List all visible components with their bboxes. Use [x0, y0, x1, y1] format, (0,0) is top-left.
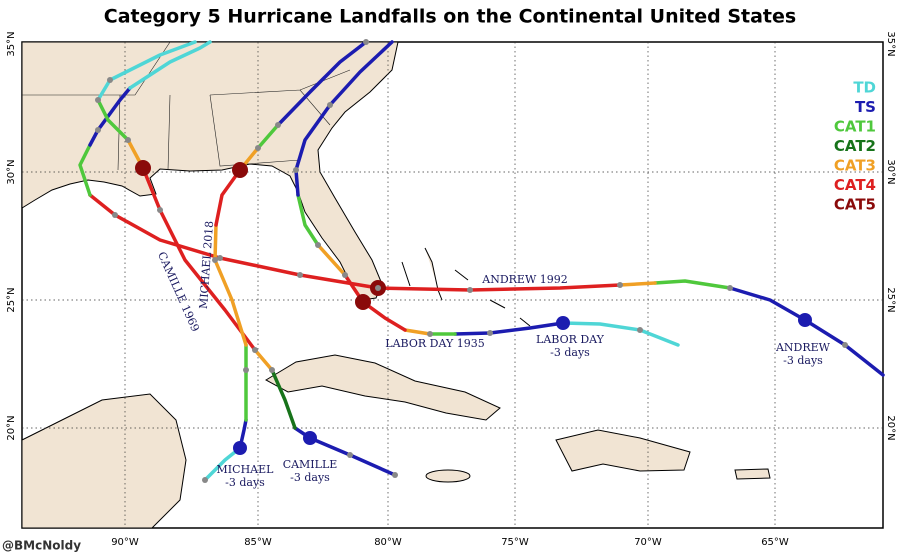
track-segment [296, 193, 320, 247]
track-point [95, 97, 101, 103]
track-point [125, 137, 131, 143]
lon-label: 65°W [761, 537, 789, 548]
track-segment [618, 281, 657, 287]
track-segment [293, 426, 397, 477]
forecast-label: MICHAEL [217, 463, 275, 476]
lat-label: 20°N [885, 415, 896, 440]
track-segment [213, 223, 248, 347]
map-title: Category 5 Hurricane Landfalls on the Co… [104, 6, 796, 28]
legend-entry: CAT1 [834, 118, 876, 136]
track-point [347, 452, 353, 458]
track-point [157, 207, 163, 213]
landfall-point [232, 162, 248, 178]
legend-entry: TD [853, 79, 876, 97]
track-segment [276, 40, 368, 127]
track-point [842, 342, 848, 348]
track-segment [214, 168, 242, 227]
lat-label: 30°N [6, 159, 17, 184]
track-segment [141, 166, 257, 352]
track-point [112, 212, 118, 218]
forecast-point [303, 431, 317, 445]
track-point [363, 39, 369, 45]
storm-label: ANDREW 1992 [481, 273, 568, 286]
legend-entry: CAT5 [834, 196, 876, 214]
track-segment [361, 300, 407, 332]
track-segment [376, 283, 622, 292]
lon-label: 80°W [374, 537, 402, 548]
track-segment [96, 40, 197, 102]
track-segment [270, 368, 297, 430]
track-segment [653, 279, 732, 290]
track-segment [561, 321, 680, 347]
lon-label: 75°W [501, 537, 529, 548]
storm-label: MICHAEL 2018 [197, 220, 216, 309]
lon-label: 90°W [111, 537, 139, 548]
lat-label: 30°N [885, 159, 896, 184]
tracks [78, 39, 885, 483]
forecast-point [556, 316, 570, 330]
landfall-point [355, 294, 371, 310]
track-point [487, 330, 493, 336]
track-segment [453, 321, 565, 336]
track-segment [316, 243, 347, 277]
forecast-label: -3 days [783, 354, 823, 367]
forecast-label: LABOR DAY [536, 333, 605, 346]
forecast-point [233, 441, 247, 455]
track-segment [253, 348, 274, 372]
forecast-label: -3 days [225, 476, 265, 489]
track-segment [128, 40, 212, 90]
track-segment [88, 193, 380, 290]
track-segment [403, 328, 432, 336]
track-point [202, 477, 208, 483]
track-point [217, 255, 223, 261]
legend-entry: CAT3 [834, 157, 876, 175]
track-point [427, 331, 433, 337]
forecast-label: ANDREW [775, 341, 831, 354]
lon-label: 85°W [244, 537, 272, 548]
credit: @BMcNoldy [2, 539, 81, 553]
track-point [95, 127, 101, 133]
track-point [342, 272, 348, 278]
lat-label: 35°N [6, 31, 17, 56]
track-point [297, 272, 303, 278]
lat-label: 25°N [885, 287, 896, 312]
track-point [315, 242, 321, 248]
track-point [467, 287, 473, 293]
track-point [617, 282, 623, 288]
track-point [637, 327, 643, 333]
lat-label: 20°N [6, 415, 17, 440]
landfall-point [135, 160, 151, 176]
track-segment [88, 86, 132, 147]
track-point [107, 77, 113, 83]
track-segment [294, 40, 394, 197]
legend-entry: TS [855, 98, 876, 116]
track-point [269, 367, 275, 373]
forecast-label: -3 days [290, 471, 330, 484]
track-point [255, 145, 261, 151]
track-segment [96, 98, 130, 142]
track-point [727, 285, 733, 291]
track-point [327, 102, 333, 108]
track-point [243, 367, 249, 373]
track-point [375, 285, 381, 291]
lat-label: 25°N [6, 287, 17, 312]
lat-label: 35°N [885, 31, 896, 56]
lon-label: 70°W [634, 537, 662, 548]
forecast-label: -3 days [550, 346, 590, 359]
legend-entry: CAT4 [834, 176, 876, 194]
track-segment [78, 143, 92, 197]
track-point [293, 167, 299, 173]
forecast-label: CAMILLE [283, 458, 338, 471]
track-point [392, 472, 398, 478]
forecast-point [798, 313, 812, 327]
storm-label: LABOR DAY 1935 [385, 337, 484, 350]
track-point [212, 257, 218, 263]
track-point [252, 347, 258, 353]
track-segment [256, 123, 280, 150]
track-point [275, 122, 281, 128]
legend-entry: CAT2 [834, 137, 876, 155]
